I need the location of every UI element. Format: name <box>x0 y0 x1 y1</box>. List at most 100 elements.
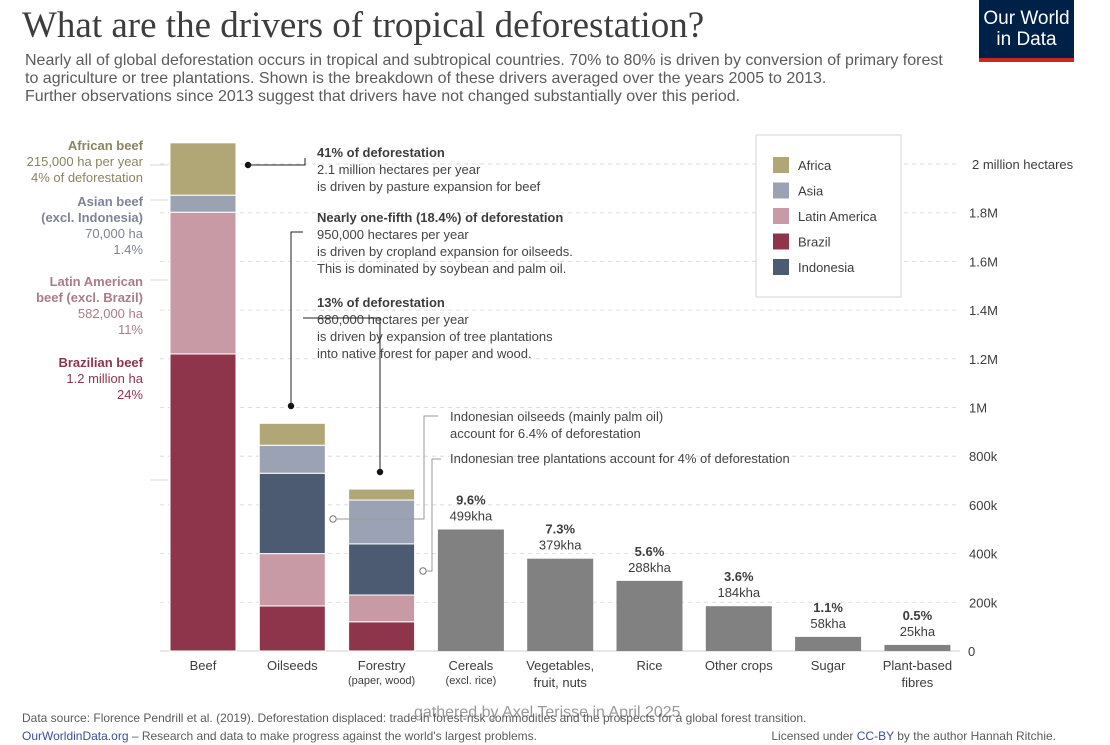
beef-segment-label: 582,000 ha <box>78 306 144 321</box>
x-category-label: Beef <box>190 658 217 673</box>
bar-percent-label: 1.1% <box>813 600 843 615</box>
subtitle-line: Nearly all of global deforestation occur… <box>25 52 943 69</box>
y-tick-label: 1M <box>969 401 987 416</box>
leader-line <box>248 158 306 166</box>
bar-percent-label: 3.6% <box>724 569 754 584</box>
bar-segment-africa <box>258 422 326 446</box>
legend-label: Latin America <box>798 209 878 224</box>
y-tick-label: 200k <box>969 595 998 610</box>
watermark-text: gathered by Axel Terisse in April 2025 <box>414 704 681 721</box>
y-tick-label: 800k <box>969 449 998 464</box>
bar-segment-latin-america <box>169 211 237 355</box>
legend-label: Asia <box>798 184 824 199</box>
page-subtitle: Nearly all of global deforestation occur… <box>25 52 975 106</box>
site-link[interactable]: OurWorldinData.org <box>22 729 129 743</box>
annotation-oilseeds-line: is driven by cropland expansion for oils… <box>317 244 573 259</box>
y-tick-label: 1.4M <box>969 303 998 318</box>
x-category-sublabel: (excl. rice) <box>446 675 497 687</box>
legend-swatch <box>773 208 789 224</box>
page-title: What are the drivers of tropical defores… <box>22 5 705 46</box>
logo-line: Our World <box>983 8 1070 29</box>
legend-label: Indonesia <box>798 260 855 275</box>
legend-swatch <box>773 157 789 173</box>
annotation-oilseeds-heading: Nearly one-fifth (18.4%) of deforestatio… <box>317 210 563 225</box>
marker-circle <box>419 567 427 575</box>
beef-segment-label: 215,000 ha per year <box>27 154 144 169</box>
bar-segment-latin-america <box>348 594 416 623</box>
license-link[interactable]: CC-BY <box>856 729 894 743</box>
bar-segment-asia <box>258 444 326 474</box>
footer-license: Licensed under CC-BY by the author Hanna… <box>771 729 1056 743</box>
legend-label: Brazil <box>798 235 831 250</box>
bar-amount-label: 288kha <box>628 560 671 575</box>
bar-segment-indonesia <box>348 543 416 596</box>
leader-line <box>336 415 438 520</box>
x-category-label: Oilseeds <box>267 658 318 673</box>
x-category-sublabel: fibres <box>902 675 934 690</box>
legend-swatch <box>773 233 789 250</box>
beef-segment-label: 11% <box>118 322 143 337</box>
y-tick-label: 2 million hectares <box>972 157 1074 172</box>
beef-segment-label: beef (excl. Brazil) <box>36 290 143 305</box>
annotation-beef-line: is driven by pasture expansion for beef <box>317 179 541 194</box>
legend-swatch <box>773 259 789 275</box>
annotation-forestry-line: is driven by expansion of tree plantatio… <box>317 329 553 344</box>
annotation-indonesian-oilseeds-line: Indonesian oilseeds (mainly palm oil) <box>450 409 663 424</box>
bar-percent-label: 7.3% <box>545 522 575 537</box>
x-category-label: Forestry <box>358 658 406 673</box>
bar-amount-label: 58kha <box>810 616 846 631</box>
bar-amount-label: 184kha <box>717 585 760 600</box>
bar-segment-africa <box>169 142 237 196</box>
bar <box>884 644 951 651</box>
y-tick-label: 1.6M <box>969 254 998 269</box>
bar-segment-asia <box>348 499 416 545</box>
annotation-beef-heading: 41% of deforestation <box>317 145 445 160</box>
license-prefix: Licensed under <box>771 729 857 743</box>
bar-amount-label: 25kha <box>900 624 936 639</box>
x-category-label: Plant-based <box>883 658 952 673</box>
y-tick-label: 400k <box>969 547 998 562</box>
annotation-indonesian-plantations-line: Indonesian tree plantations account for … <box>450 451 790 466</box>
subtitle-line: Further observations since 2013 suggest … <box>25 88 741 105</box>
annotation-oilseeds-line: 950,000 hectares per year <box>317 227 469 242</box>
bar-segment-indonesia <box>258 472 326 555</box>
annotation-forestry-line: into native forest for paper and wood. <box>317 346 532 361</box>
annotation-forestry-heading: 13% of deforestation <box>317 295 445 310</box>
bar <box>616 580 683 651</box>
beef-segment-label: African beef <box>68 138 144 153</box>
beef-segment-label: 1.4% <box>113 242 143 257</box>
leader-line <box>426 458 441 572</box>
bar <box>795 636 862 651</box>
bar-percent-label: 9.6% <box>456 492 486 507</box>
bar-segment-brazil <box>169 353 237 652</box>
bar-amount-label: 379kha <box>539 538 582 553</box>
x-category-label: Sugar <box>811 658 846 673</box>
leader-line <box>303 317 381 472</box>
legend-swatch <box>773 182 789 199</box>
bar <box>705 606 772 651</box>
footer-site: OurWorldinData.org – Research and data t… <box>22 729 537 743</box>
annotation-oilseeds-line: This is dominated by soybean and palm oi… <box>317 261 566 276</box>
owid-logo[interactable]: Our World in Data <box>979 0 1074 62</box>
bar-segment-africa <box>348 488 416 501</box>
y-tick-label: 600k <box>969 498 998 513</box>
site-tagline: – Research and data to make progress aga… <box>128 729 538 743</box>
x-category-label: Rice <box>636 658 662 673</box>
beef-segment-label: 4% of deforestation <box>31 170 143 185</box>
bar-segment-latin-america <box>258 553 326 607</box>
bar-percent-label: 5.6% <box>635 544 665 559</box>
beef-segment-label: Asian beef <box>77 194 143 209</box>
y-tick-label: 0 <box>968 644 975 659</box>
y-tick-label: 1.8M <box>969 206 998 221</box>
annotation-indonesian-oilseeds-line: account for 6.4% of deforestation <box>450 426 641 441</box>
beef-segment-label: Latin American <box>50 274 143 289</box>
bar-segment-brazil <box>258 605 326 652</box>
beef-segment-label: 1.2 million ha <box>66 371 143 386</box>
bar-segment-asia <box>169 194 237 213</box>
annotation-forestry-line: 680,000 hectares per year <box>317 312 469 327</box>
bar <box>527 558 594 651</box>
annotations: 41% of deforestation 2.1 million hectares… <box>244 145 790 575</box>
bars <box>169 142 951 652</box>
leader-line <box>290 231 303 406</box>
y-tick-label: 1.2M <box>969 352 998 367</box>
